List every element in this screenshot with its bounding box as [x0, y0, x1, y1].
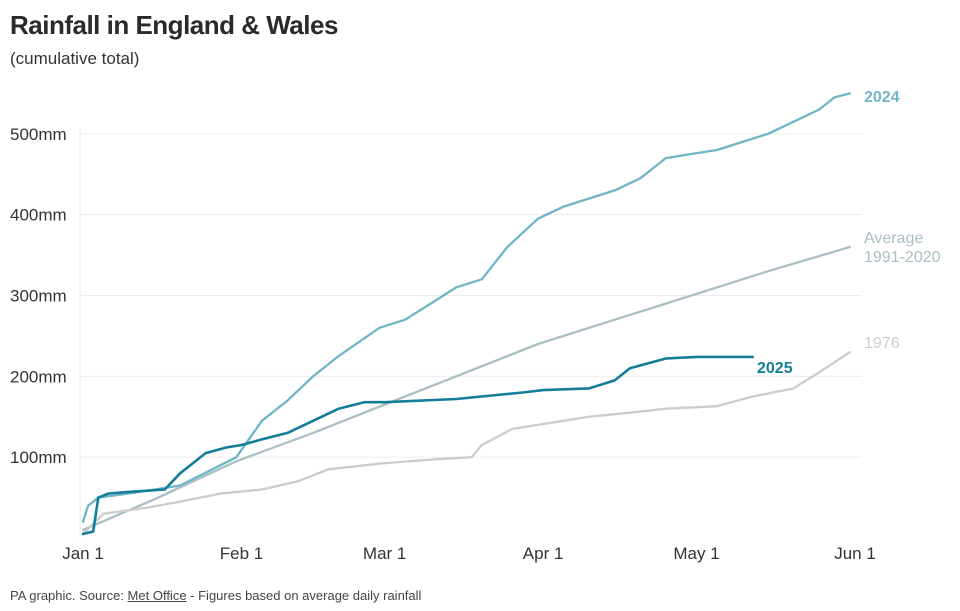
y-axis-ticks: 100mm 200mm 300mm 400mm 500mm — [10, 125, 67, 467]
source-link[interactable]: Met Office — [127, 588, 187, 603]
series-lines — [81, 92, 852, 536]
series-label-2025: 2025 — [757, 360, 793, 377]
series-line-1976 — [81, 350, 852, 536]
footer-suffix: - Figures based on average daily rainfal… — [186, 588, 422, 603]
series-label-1976: 1976 — [864, 335, 900, 352]
y-tick-label-500: 500mm — [10, 125, 67, 144]
x-tick-label-feb-1: Feb 1 — [220, 544, 263, 563]
y-tick-label-100: 100mm — [10, 448, 67, 467]
source-footer: PA graphic. Source: Met Office - Figures… — [10, 588, 421, 603]
series-line-2025 — [81, 355, 755, 536]
chart-subtitle: (cumulative total) — [10, 49, 140, 68]
x-tick-label-jun-1: Jun 1 — [834, 544, 876, 563]
y-tick-label-400: 400mm — [10, 206, 67, 225]
x-tick-label-may-1: May 1 — [673, 544, 719, 563]
series-label-average-1991-2020-line-1: Average — [864, 230, 923, 247]
series-line-average-1991-2020 — [81, 245, 852, 532]
x-axis-ticks: Jan 1 Feb 1 Mar 1 Apr 1 May 1 Jun 1 — [62, 544, 876, 563]
x-tick-label-apr-1: Apr 1 — [523, 544, 564, 563]
chart-title: Rainfall in England & Wales — [10, 10, 338, 40]
series-label-2024: 2024 — [864, 89, 900, 106]
y-tick-label-300: 300mm — [10, 286, 67, 305]
footer-prefix: PA graphic. Source: — [10, 588, 128, 603]
y-tick-label-200: 200mm — [10, 367, 67, 386]
series-line-2024 — [81, 92, 852, 523]
series-labels: Average 1991-2020 1976 2024 2025 — [757, 89, 941, 377]
x-tick-label-jan-1: Jan 1 — [62, 544, 104, 563]
x-tick-label-mar-1: Mar 1 — [363, 544, 406, 563]
series-label-average-1991-2020-line-2: 1991-2020 — [864, 249, 941, 266]
